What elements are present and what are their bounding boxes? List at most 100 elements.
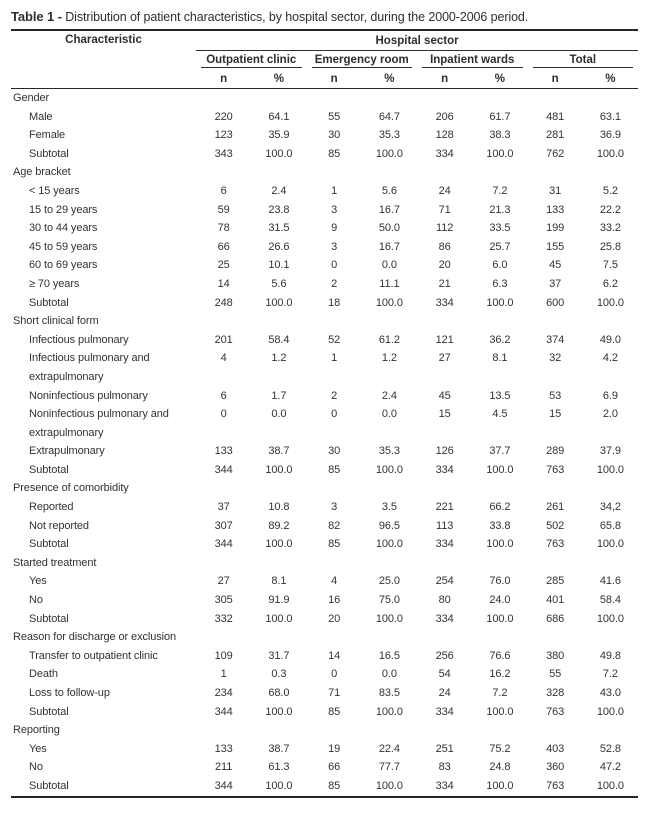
table-caption-label: Table 1 -: [11, 9, 62, 24]
value-cell-pct: 16.5: [378, 649, 400, 662]
value-cell-n: 85: [328, 779, 341, 792]
value-cell-pct: 100.0: [596, 538, 624, 551]
section-label: Age bracket: [13, 166, 71, 179]
value-cell-n: 45: [549, 259, 562, 272]
value-cell-pct: 100.0: [265, 779, 293, 792]
value-cell-n: 334: [435, 779, 454, 792]
value-cell-n: 334: [435, 296, 454, 309]
value-cell-n: 251: [435, 742, 454, 755]
row-label: Subtotal: [29, 296, 69, 309]
row-label: Death: [29, 668, 58, 681]
row-label: Loss to follow-up: [29, 687, 110, 699]
value-cell-pct: 75.0: [378, 594, 400, 607]
subcolumn-header-n: n: [306, 70, 362, 89]
value-cell-n: 763: [546, 463, 565, 476]
value-cell-n: 344: [214, 705, 233, 718]
table-row: No 305 91.9 16 75.0 80 24.0 401 58.4: [11, 591, 638, 610]
section-label: Presence of comorbidity: [13, 482, 129, 495]
table-row: 60 to 69 years 25 10.1 0 0.0 20 6.0 45 7.5: [11, 256, 638, 275]
row-label: < 15 years: [29, 184, 80, 197]
value-cell-n: 254: [435, 575, 454, 588]
value-cell-pct: 7.5: [602, 259, 618, 272]
value-cell-pct: 36.2: [489, 333, 511, 346]
value-cell-n: 123: [214, 129, 233, 142]
value-cell-pct: 100.0: [596, 705, 624, 718]
value-cell-n: 3: [331, 240, 338, 253]
value-cell-pct: 7.2: [492, 687, 508, 699]
table-row: Subtotal 343 100.0 85 100.0 334 100.0 762 100.0: [11, 145, 638, 164]
value-cell-pct: 100.0: [265, 612, 293, 625]
value-cell-n: 126: [435, 445, 454, 458]
value-cell-pct: 61.2: [378, 333, 400, 346]
value-cell-pct: 52.8: [599, 742, 621, 755]
table-row: Loss to follow-up 234 68.0 71 83.5 24 7.2 328 43…: [11, 684, 638, 703]
value-cell-pct: 23.8: [268, 203, 290, 216]
row-label: Reported: [29, 501, 74, 514]
value-cell-n: 2: [331, 389, 338, 402]
table-row: Subtotal 344 100.0 85 100.0 334 100.0 763 100.0: [11, 777, 638, 797]
value-cell-pct: 35.9: [268, 129, 290, 142]
row-label: Yes: [29, 575, 47, 588]
value-cell-pct: 4.5: [492, 408, 508, 421]
value-cell-n: 155: [546, 240, 565, 253]
value-cell-pct: 38.7: [268, 445, 290, 458]
value-cell-pct: 8.1: [271, 575, 287, 588]
value-cell-pct: 25.8: [599, 240, 621, 253]
value-cell-pct: 0.0: [381, 259, 397, 272]
table-row: Death 1 0.3 0 0.0 54 16.2 55 7.2: [11, 665, 638, 684]
row-label: Female: [29, 129, 66, 142]
value-cell-pct: 24.8: [489, 761, 511, 774]
value-cell-n: 234: [214, 687, 233, 699]
value-cell-n: 285: [546, 575, 565, 588]
subcolumn-header-pct: %: [582, 70, 639, 89]
column-header-characteristic: Characteristic: [11, 30, 196, 89]
value-cell-pct: 6.0: [492, 259, 508, 272]
value-cell-n: 27: [217, 575, 230, 588]
value-cell-n: 85: [328, 147, 341, 160]
value-cell-pct: 21.3: [489, 203, 511, 216]
section-label: Gender: [13, 92, 50, 104]
subcolumn-header-pct: %: [251, 70, 307, 89]
section-header-row: Started treatment: [11, 554, 638, 573]
table-row: Reported 37 10.8 3 3.5 221 66.2 261 34,2: [11, 498, 638, 517]
value-cell-n: 360: [546, 761, 565, 774]
value-cell-n: 1: [331, 184, 338, 197]
value-cell-pct: 2.4: [271, 184, 287, 197]
value-cell-pct: 76.6: [489, 649, 511, 662]
subcolumn-header-n: n: [527, 70, 583, 89]
value-cell-pct: 49.8: [599, 649, 621, 662]
table-row: Yes 133 38.7 19 22.4 251 75.2 403 52.8: [11, 740, 638, 759]
value-cell-pct: 100.0: [375, 779, 403, 792]
header-row-groups: Outpatient clinic Emergency room Inpatie…: [11, 51, 638, 71]
value-cell-pct: 37.7: [489, 445, 511, 458]
value-cell-pct: 31.7: [268, 649, 290, 662]
value-cell-n: 14: [328, 649, 341, 662]
value-cell-pct: 16.2: [489, 668, 511, 681]
value-cell-pct: 3.5: [381, 501, 397, 514]
value-cell-n: 121: [435, 333, 454, 346]
value-cell-n: 31: [549, 184, 562, 197]
value-cell-n: 14: [217, 277, 230, 290]
value-cell-pct: 100.0: [486, 705, 514, 718]
value-cell-pct: 10.8: [268, 501, 290, 514]
value-cell-pct: 89.2: [268, 519, 290, 532]
value-cell-pct: 33.2: [599, 222, 621, 235]
value-cell-n: 37: [217, 501, 230, 514]
row-label: Transfer to outpatient clinic: [29, 649, 158, 662]
value-cell-n: 24: [438, 687, 451, 699]
group-header-inpatient-wards: Inpatient wards: [417, 51, 528, 71]
value-cell-n: 85: [328, 538, 341, 551]
value-cell-n: 334: [435, 612, 454, 625]
value-cell-pct: 33.8: [489, 519, 511, 532]
value-cell-n: 15: [549, 408, 562, 421]
value-cell-pct: 100.0: [265, 296, 293, 309]
value-cell-pct: 2.0: [602, 408, 618, 421]
value-cell-n: 3: [331, 501, 338, 514]
row-label: Subtotal: [29, 779, 69, 792]
value-cell-n: 45: [438, 389, 451, 402]
patient-characteristics-table: Characteristic Hospital sector Outpatien…: [11, 29, 639, 798]
value-cell-n: 343: [214, 147, 233, 160]
subcolumn-header-pct: %: [361, 70, 417, 89]
value-cell-pct: 22.2: [599, 203, 621, 216]
